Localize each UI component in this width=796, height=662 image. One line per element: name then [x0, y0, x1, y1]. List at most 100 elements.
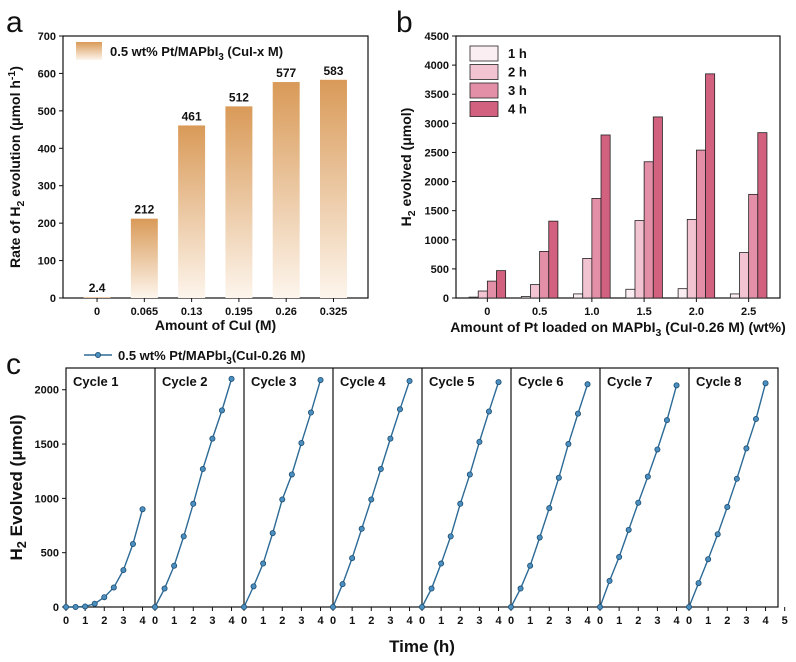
x-tick-label: 3 — [209, 615, 215, 627]
bar — [695, 149, 706, 299]
bar — [634, 220, 645, 299]
x-tick-label: 3 — [298, 615, 304, 627]
data-point — [743, 445, 750, 452]
data-point — [635, 499, 642, 506]
data-point — [447, 533, 454, 540]
x-tick-label: 0 — [419, 615, 425, 627]
legend-swatch — [469, 82, 499, 99]
data-label: 212 — [134, 203, 154, 217]
x-tick-label: 0.26 — [275, 306, 296, 318]
x-tick-label: 2 — [190, 615, 196, 627]
x-tick-label: 3 — [476, 615, 482, 627]
legend-swatch — [469, 45, 499, 62]
bar — [468, 296, 479, 299]
bar — [486, 280, 497, 299]
y-tick-label: 1000 — [425, 235, 449, 247]
data-point — [180, 533, 187, 540]
x-tick-label: 4 — [584, 615, 591, 627]
x-tick-label: 1 — [260, 615, 266, 627]
data-point — [368, 496, 375, 503]
x-tick-label: 4 — [495, 615, 502, 627]
x-tick-label: 0 — [597, 615, 603, 627]
data-point — [584, 381, 591, 388]
bar — [477, 290, 488, 299]
cycle-label: Cycle 2 — [162, 374, 208, 389]
bar — [591, 198, 602, 299]
data-point — [101, 594, 108, 601]
data-point — [714, 531, 721, 538]
x-tick-label: 3 — [120, 615, 126, 627]
data-point — [387, 435, 394, 442]
data-point — [418, 604, 425, 611]
x-tick-label: 3 — [387, 615, 393, 627]
bar — [677, 288, 688, 299]
data-label: 583 — [323, 64, 343, 78]
legend-label: 3 h — [508, 83, 527, 98]
data-point — [476, 438, 483, 445]
x-tick-label: 1.5 — [636, 306, 651, 318]
x-tick-label: 4 — [406, 615, 413, 627]
data-point — [288, 471, 295, 478]
data-point — [663, 417, 670, 424]
plot-frame — [62, 35, 369, 299]
data-point — [218, 407, 225, 414]
data-point — [250, 583, 257, 590]
x-tick-label: 4 — [762, 615, 769, 627]
x-tick-label: 4 — [139, 615, 146, 627]
y-tick-label: 700 — [38, 31, 56, 43]
data-point — [536, 534, 543, 541]
data-point — [457, 500, 464, 507]
x-tick-label: 1 — [349, 615, 355, 627]
x-tick-label: 2 — [101, 615, 107, 627]
y-tick-label: 300 — [38, 181, 56, 193]
legend-label: 1 h — [508, 46, 527, 61]
data-point — [606, 577, 613, 584]
x-tick-label: 0 — [94, 306, 100, 318]
bar — [757, 132, 768, 299]
data-point — [317, 376, 324, 383]
data-point — [654, 446, 661, 453]
data-point — [695, 580, 702, 587]
data-point — [349, 555, 356, 562]
data-point — [279, 496, 286, 503]
y-tick-label: 600 — [38, 68, 56, 80]
x-tick-label: 1 — [616, 615, 622, 627]
data-point — [673, 382, 680, 389]
x-axis-label: Amount of Pt loaded on MAPbI3 (CuI-0.26 … — [450, 319, 786, 339]
bar — [520, 296, 531, 299]
y-axis-label: H2 Evolved (μmol) — [7, 415, 29, 561]
data-point — [597, 604, 604, 611]
x-tick-label: 4 — [317, 615, 324, 627]
data-point — [139, 506, 146, 513]
data-label: 2.4 — [89, 281, 106, 295]
data-point — [209, 435, 216, 442]
y-tick-label: 0 — [443, 293, 449, 305]
y-tick-label: 0 — [50, 293, 56, 305]
x-tick-label: 4 — [228, 615, 235, 627]
y-axis-label: H2 evolved (μmol) — [398, 108, 418, 227]
data-point — [339, 581, 346, 588]
cycle-label: Cycle 4 — [340, 374, 386, 389]
data-point — [129, 540, 136, 547]
x-tick-label: 0 — [330, 615, 336, 627]
data-point — [644, 473, 651, 480]
bar — [705, 73, 716, 299]
x-tick-label: 0 — [686, 615, 692, 627]
legend-label: 4 h — [508, 102, 527, 117]
data-point — [406, 378, 413, 385]
series-line — [332, 380, 411, 608]
x-tick-label: 2.0 — [689, 306, 704, 318]
y-tick-label: 500 — [431, 264, 449, 276]
x-tick-label: 2 — [279, 615, 285, 627]
legend-label: 0.5 wt% Pt/MAPbI3(CuI-0.26 M) — [118, 348, 305, 367]
y-tick-label: 2000 — [35, 385, 59, 397]
x-tick-label: 0.065 — [131, 306, 159, 318]
x-tick-label: 2 — [457, 615, 463, 627]
x-tick-label: 1 — [438, 615, 444, 627]
bar — [130, 218, 158, 298]
bar — [600, 134, 611, 299]
data-point — [377, 466, 384, 473]
series-line — [421, 381, 500, 608]
x-tick-label: 0 — [152, 615, 158, 627]
